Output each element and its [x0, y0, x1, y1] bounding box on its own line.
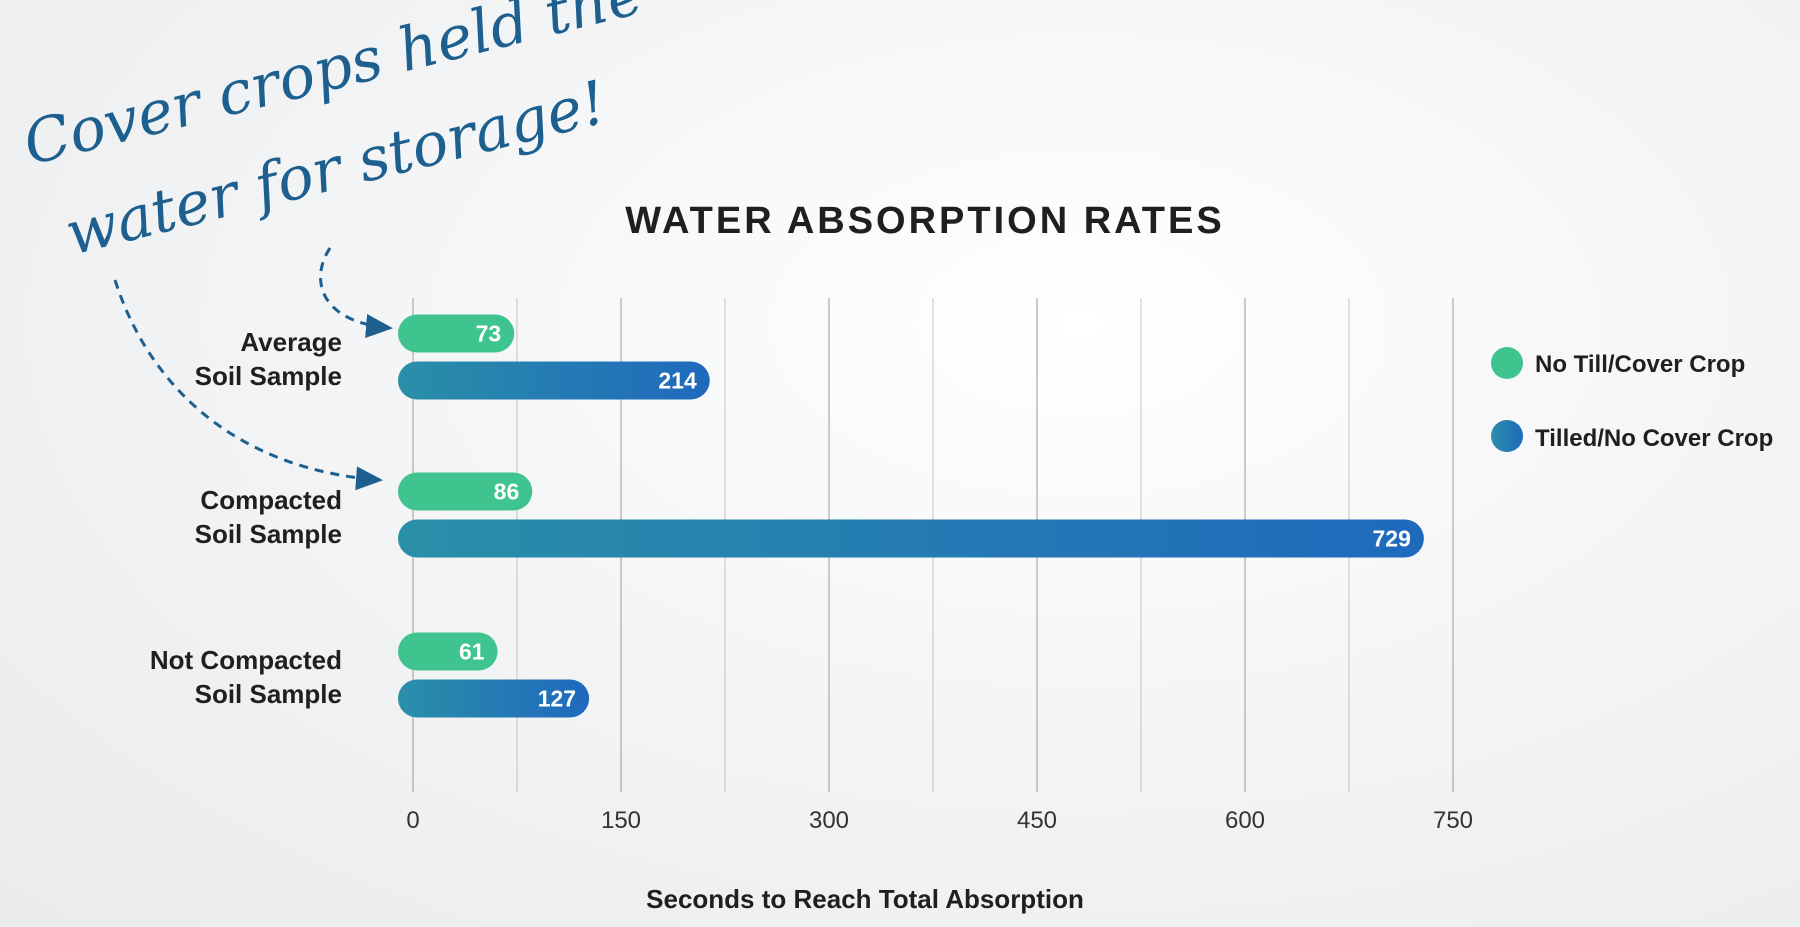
bar-value-label: 61 — [459, 639, 485, 665]
legend-swatch-tilled — [1491, 420, 1523, 452]
bar-value-label: 73 — [476, 321, 502, 347]
legend-swatch-no-till — [1491, 347, 1523, 379]
category-label: Compacted — [200, 485, 342, 515]
x-tick-label: 150 — [601, 807, 641, 834]
chart-title: WATER ABSORPTION RATES — [625, 200, 1224, 242]
category-label: Soil Sample — [195, 519, 342, 549]
bars: 73 86 61 214 729 127 — [398, 314, 1424, 718]
bar-value-label: 86 — [494, 479, 520, 505]
x-tick-label: 750 — [1433, 807, 1473, 834]
x-tick-label: 300 — [809, 807, 849, 834]
x-tick-label: 450 — [1017, 807, 1057, 834]
annotation: Cover crops held the water for storage! — [17, 0, 650, 491]
x-tick-labels: 0 150 300 450 600 750 — [406, 807, 1473, 834]
bar-no-till — [398, 314, 515, 353]
bar-tilled — [398, 679, 590, 718]
bar-tilled — [398, 361, 710, 400]
x-axis-label: Seconds to Reach Total Absorption — [646, 884, 1084, 914]
bar-value-label: 214 — [658, 368, 697, 394]
x-tick-label: 600 — [1225, 807, 1265, 834]
category-label: Not Compacted — [150, 645, 342, 675]
annotation-arrow-2 — [113, 279, 383, 491]
x-tick-label: 0 — [406, 807, 419, 834]
legend-label-tilled: Tilled/No Cover Crop — [1535, 425, 1773, 452]
bar-no-till — [398, 632, 498, 671]
bar-no-till — [398, 472, 533, 511]
legend: No Till/Cover Crop Tilled/No Cover Crop — [1491, 347, 1773, 452]
category-labels: Average Soil Sample Compacted Soil Sample No… — [150, 327, 342, 709]
category-label: Soil Sample — [195, 679, 342, 709]
legend-label-no-till: No Till/Cover Crop — [1535, 351, 1745, 378]
bar-value-label: 127 — [538, 686, 576, 712]
bar-tilled — [398, 519, 1424, 558]
category-label: Average — [240, 327, 342, 357]
category-label: Soil Sample — [195, 361, 342, 391]
bar-value-label: 729 — [1373, 526, 1411, 552]
annotation-arrow-1 — [319, 247, 393, 338]
